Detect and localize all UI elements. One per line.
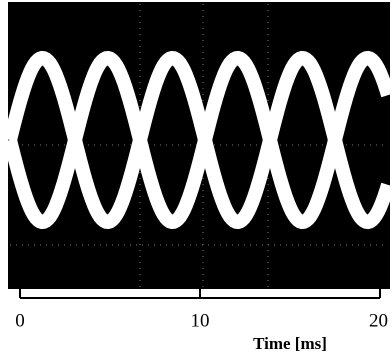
chart: Time [ms] 0 10 20 bbox=[0, 0, 392, 360]
page: {"chart_data": {"type": "eye-diagram", "… bbox=[0, 0, 392, 360]
x-tick-label: 20 bbox=[369, 310, 388, 331]
x-axis-label: Time [ms] bbox=[253, 334, 327, 353]
x-tick-label: 10 bbox=[191, 310, 210, 331]
x-tick-label: 0 bbox=[15, 310, 25, 331]
